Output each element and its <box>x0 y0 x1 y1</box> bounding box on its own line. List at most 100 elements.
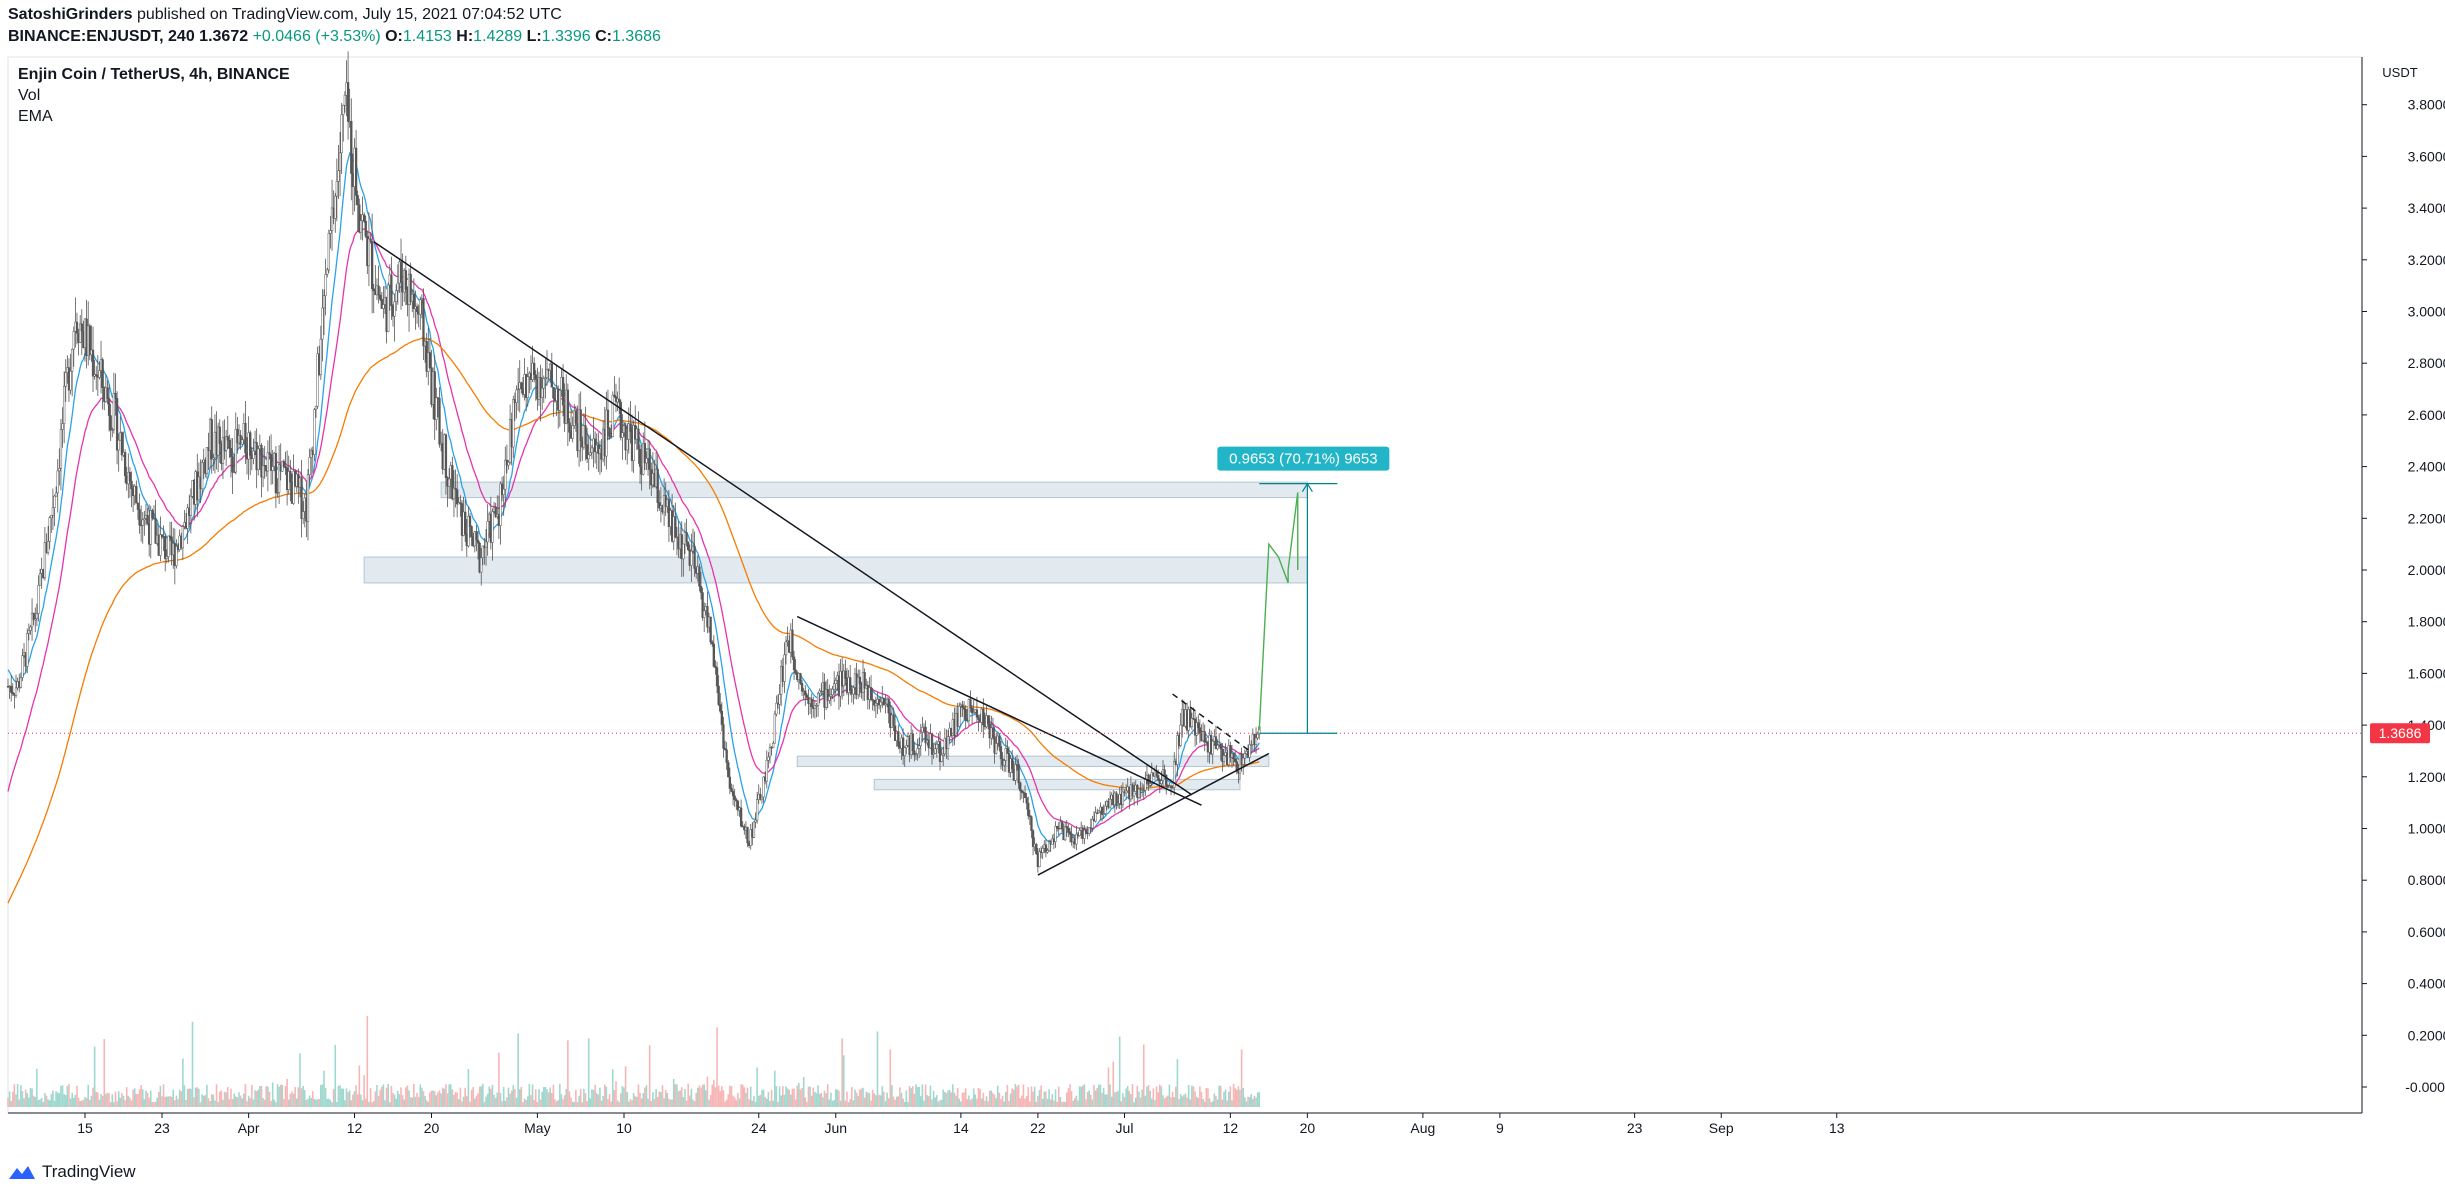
candle-body <box>454 487 457 490</box>
volume-bar <box>409 1097 412 1107</box>
y-tick-label: 0.2000 <box>2408 1027 2445 1043</box>
candle-body <box>739 807 743 827</box>
candle-body <box>571 425 574 439</box>
time-axis[interactable]: 15 23 Apr 12 20 May 10 24 Jun 14 22 Jul 12 20 Aug 9 23 Se… <box>77 1113 1845 1136</box>
volume-bar <box>804 1097 807 1107</box>
candle-body <box>218 426 221 444</box>
volume-bar <box>721 1086 723 1107</box>
candle-body <box>852 687 855 695</box>
candle-body <box>829 694 833 697</box>
volume-bar <box>1203 1101 1206 1107</box>
volume-bar <box>257 1089 260 1107</box>
volume-bar <box>1077 1100 1079 1107</box>
volume-bar <box>639 1092 641 1107</box>
candle-body <box>1235 761 1238 772</box>
volume-bar <box>71 1092 73 1107</box>
candle-body <box>1054 826 1057 842</box>
volume-bar <box>990 1090 993 1107</box>
x-tick-label: 12 <box>1223 1120 1239 1136</box>
candle-body <box>380 298 383 309</box>
low-label: L: <box>526 28 542 45</box>
volume-bar <box>629 1099 632 1107</box>
volume-bar <box>100 1093 102 1107</box>
candle-body <box>699 585 703 593</box>
candle-body <box>277 464 281 493</box>
tradingview-footer[interactable]: TradingView <box>8 1162 136 1182</box>
candle-body <box>11 692 14 695</box>
legend-vol[interactable]: Vol <box>18 87 41 104</box>
volume-bar <box>425 1100 428 1107</box>
measure-tool[interactable]: 0.9653 (70.71%) 9653 <box>1217 446 1390 734</box>
volume-bar <box>1141 1089 1143 1107</box>
volume-bar <box>1043 1091 1046 1107</box>
volume-bar <box>815 1093 818 1107</box>
volume-bar <box>672 1078 675 1107</box>
candle-body <box>135 485 138 504</box>
volume-bar <box>1224 1089 1227 1107</box>
author-name[interactable]: SatoshiGrinders <box>8 6 133 23</box>
candle-body <box>480 557 483 573</box>
candle-body <box>499 483 502 526</box>
volume-bar <box>116 1101 118 1107</box>
candle-body <box>136 502 140 510</box>
volume-bar <box>1083 1084 1086 1107</box>
candle-body <box>1216 744 1219 750</box>
volume-bar <box>353 1091 356 1107</box>
close-value: 1.3686 <box>611 28 661 45</box>
volume-bar <box>1165 1096 1168 1107</box>
x-tick-label: 9 <box>1496 1120 1504 1136</box>
candle-body <box>494 507 497 517</box>
legend-title[interactable]: Enjin Coin / TetherUS, 4h, BINANCE <box>18 66 290 83</box>
candle-body <box>35 613 39 620</box>
candle-body <box>54 492 58 497</box>
volume-bar <box>313 1098 316 1107</box>
candle-body <box>484 541 488 548</box>
volume-bar <box>711 1084 714 1107</box>
volume-bar <box>1078 1086 1081 1107</box>
volume-bar <box>820 1092 823 1107</box>
candle-body <box>584 425 587 445</box>
volume-bar <box>251 1084 253 1107</box>
candle-body <box>720 710 724 725</box>
zone-box <box>796 755 1270 767</box>
candle-body <box>682 543 685 560</box>
volume-bar <box>1149 1090 1151 1107</box>
volume-bar <box>225 1092 227 1107</box>
candle-body <box>210 419 213 460</box>
volume-bar <box>324 1088 327 1107</box>
candle-body <box>212 457 215 460</box>
drawings-layer[interactable] <box>373 241 1299 876</box>
candle-body <box>975 709 979 718</box>
open-label: O: <box>385 28 403 45</box>
volume-bar <box>632 1092 635 1107</box>
volume-bar <box>794 1099 797 1107</box>
volume-bar <box>1128 1091 1131 1107</box>
volume-bar <box>855 1092 858 1107</box>
volume-bar <box>151 1102 154 1107</box>
candle-body <box>728 776 732 789</box>
candle-body <box>433 371 436 420</box>
candle-body <box>314 405 318 410</box>
candle-body <box>982 708 985 726</box>
candle-body <box>1190 717 1194 728</box>
candle-body <box>335 181 339 197</box>
volume-bar <box>594 1084 596 1107</box>
unit-label: USDT <box>2382 65 2417 80</box>
volume-bar <box>273 1099 276 1107</box>
volume-bar <box>907 1101 909 1107</box>
volume-bar <box>1035 1101 1038 1107</box>
candle-body <box>117 439 120 451</box>
candle-body <box>516 388 520 391</box>
legend-ema[interactable]: EMA <box>18 108 53 125</box>
volume-bar <box>1081 1085 1084 1107</box>
volume-bar <box>177 1099 179 1107</box>
volume-bar <box>1101 1092 1103 1107</box>
candle-body <box>958 705 961 727</box>
last-price: 1.3672 <box>199 28 249 45</box>
volume-bar <box>868 1093 871 1107</box>
volume-bar <box>1221 1099 1224 1107</box>
